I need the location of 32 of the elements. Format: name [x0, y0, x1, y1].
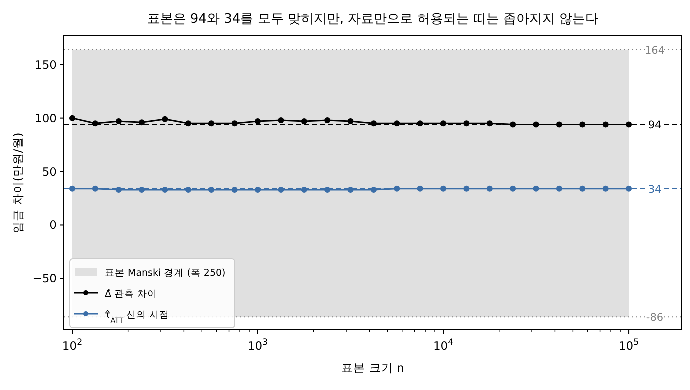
ref-line-label: 164 — [644, 44, 666, 57]
x-axis-title: 표본 크기 n — [342, 361, 404, 375]
point — [139, 120, 146, 126]
point — [69, 115, 76, 122]
point — [324, 117, 331, 124]
x-tick-label: 10$^{2}$ — [62, 338, 83, 353]
point — [162, 116, 168, 122]
y-tick-label: 150 — [35, 58, 57, 72]
x-tick-label: 10$^{3}$ — [248, 338, 268, 353]
point — [324, 186, 331, 193]
point — [255, 118, 261, 125]
band-label: 표본 Manski 경계 (폭 250) — [105, 268, 226, 279]
y-tick-label: −50 — [32, 272, 57, 286]
point — [139, 186, 146, 193]
point — [116, 118, 122, 125]
point — [301, 118, 308, 125]
x-tick-label: 10$^{5}$ — [618, 338, 640, 353]
legend-label: τ̂$_{ATT}$ 신의 시점 — [105, 310, 170, 324]
point — [370, 186, 377, 193]
ref-line-label: 94 — [648, 120, 662, 132]
legend-label: Δ̂ 관측 차이 — [105, 289, 158, 300]
ref-line-label: -86 — [646, 312, 664, 324]
point — [116, 186, 122, 193]
point — [348, 118, 354, 125]
y-tick-label: 50 — [42, 164, 57, 179]
chart-title: 표본은 94와 34를 모두 맞히지만, 자료만으로 허용되는 띠는 좁아지지 않는다 — [147, 12, 599, 27]
y-tick-label: 100 — [35, 111, 57, 126]
point — [278, 117, 284, 124]
ref-line-label: 34 — [648, 184, 662, 196]
y-axis-title: 임금 차이(만원/월) — [11, 132, 25, 234]
y-tick-label: 0 — [50, 218, 57, 232]
x-tick-label: 10$^{4}$ — [433, 338, 454, 353]
